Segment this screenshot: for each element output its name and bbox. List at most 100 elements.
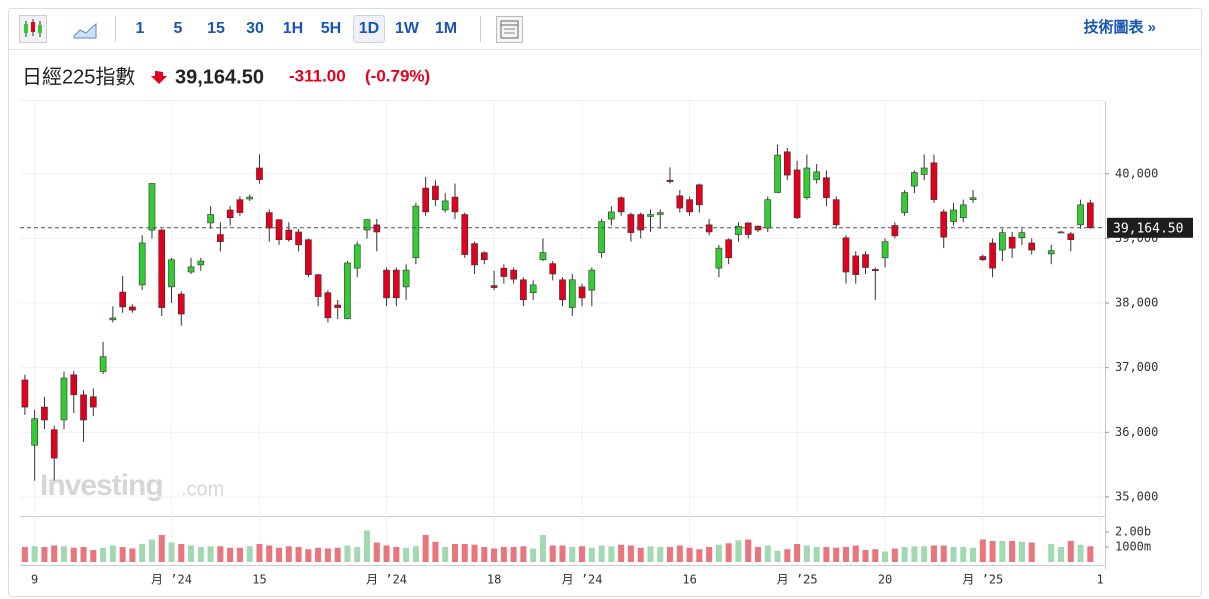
interval-button[interactable]: 1 xyxy=(136,20,145,37)
interval-button[interactable]: 15 xyxy=(207,20,225,37)
volume-bar xyxy=(813,547,820,562)
candle-body xyxy=(236,199,244,213)
volume-bar xyxy=(911,546,918,562)
candle-body xyxy=(256,167,263,180)
interval-button[interactable]: 1D xyxy=(359,20,379,37)
volume-bar xyxy=(236,547,243,562)
candle-body xyxy=(1077,204,1084,226)
volume-bar xyxy=(569,547,576,562)
candle-body xyxy=(617,197,625,213)
volume-bar xyxy=(715,544,722,562)
volume-bar xyxy=(745,539,752,562)
candle-body xyxy=(402,269,410,288)
candle-body xyxy=(207,214,214,224)
volume-bar xyxy=(197,547,204,562)
volume-bar xyxy=(579,546,586,562)
volume-bar xyxy=(256,544,263,562)
volume-bar xyxy=(442,547,449,562)
technical-chart-link[interactable]: 技術圖表 » xyxy=(1083,18,1156,36)
candle-body xyxy=(666,179,674,182)
volume-bar xyxy=(315,547,322,562)
candle-body xyxy=(265,212,273,229)
x-tick-label: 月 ’24 xyxy=(366,573,407,587)
y-tick-label: 37,000 xyxy=(1115,360,1158,374)
candle-body xyxy=(226,209,234,219)
candle-body xyxy=(637,214,645,231)
candle-body xyxy=(305,239,312,275)
candle-body xyxy=(676,195,684,209)
candle-body xyxy=(774,154,781,193)
candle-body xyxy=(529,284,537,294)
volume-bar xyxy=(803,545,810,562)
volume-bar xyxy=(1048,544,1055,562)
volume-bar xyxy=(666,547,674,562)
volume-bar xyxy=(696,549,703,562)
volume-bar xyxy=(383,545,390,562)
volume-bar xyxy=(100,547,107,562)
volume-bar xyxy=(451,544,459,562)
volume-bar xyxy=(930,545,937,562)
candle-body xyxy=(744,222,752,235)
volume-bar xyxy=(823,547,830,562)
interval-button[interactable]: 30 xyxy=(246,20,264,37)
candle-body xyxy=(871,269,879,272)
candle-icon[interactable] xyxy=(19,15,47,43)
candle-body xyxy=(608,211,615,220)
volume-bar xyxy=(266,545,273,562)
interval-button[interactable]: 1W xyxy=(395,20,420,37)
volume-bar xyxy=(178,544,185,562)
candle-body xyxy=(891,225,899,237)
interval-button[interactable]: 5H xyxy=(321,20,341,37)
volume-bar xyxy=(70,547,77,562)
volume-bar xyxy=(1077,544,1084,562)
candle-body xyxy=(461,214,469,255)
candle-body xyxy=(109,317,117,321)
candle-body xyxy=(31,418,38,446)
candle-body xyxy=(1057,231,1065,234)
candle-body xyxy=(783,151,791,176)
volume-bar xyxy=(285,546,292,562)
candle-body xyxy=(314,274,322,297)
line-icon[interactable] xyxy=(73,22,97,39)
table-icon[interactable] xyxy=(496,16,523,43)
candle-body xyxy=(99,356,107,372)
x-tick-label: 9 xyxy=(31,573,38,587)
volume-bar xyxy=(794,544,801,562)
candle-body xyxy=(500,267,508,277)
volume-bar xyxy=(510,547,517,562)
interval-button[interactable]: 1H xyxy=(283,20,303,37)
interval-button[interactable]: 5 xyxy=(174,20,183,37)
candle-body xyxy=(353,244,361,269)
candle-body xyxy=(520,279,527,301)
candle-body xyxy=(940,211,948,238)
watermark-suffix: .com xyxy=(181,478,224,500)
candle-body xyxy=(627,214,635,233)
active-interval xyxy=(353,15,385,43)
candle-body xyxy=(588,269,596,291)
candle-body xyxy=(656,212,664,215)
volume-bar xyxy=(491,548,498,562)
x-tick-label: 月 ’25 xyxy=(777,573,818,587)
x-tick-label: 月 ’24 xyxy=(562,573,603,587)
volume-bar xyxy=(950,547,957,562)
candle-body xyxy=(725,239,733,259)
volume-bar xyxy=(21,547,28,562)
candle-body xyxy=(392,269,400,299)
candle-body xyxy=(959,204,967,219)
candle-body xyxy=(969,197,977,200)
candle-body xyxy=(852,255,860,275)
interval-button[interactable]: 1M xyxy=(435,20,457,37)
candle-body xyxy=(1047,250,1055,255)
volume-bar xyxy=(608,546,615,562)
candle-body xyxy=(60,377,68,421)
volume-bar xyxy=(90,550,97,562)
volume-bar xyxy=(119,547,126,562)
candle-body xyxy=(549,263,557,275)
volume-bar xyxy=(1067,541,1074,562)
volume-bar xyxy=(31,546,38,562)
volume-bar xyxy=(618,544,625,562)
candle-body xyxy=(441,200,449,211)
candle-body xyxy=(295,231,302,246)
volume-bar xyxy=(539,535,546,562)
candle-body xyxy=(480,252,488,261)
